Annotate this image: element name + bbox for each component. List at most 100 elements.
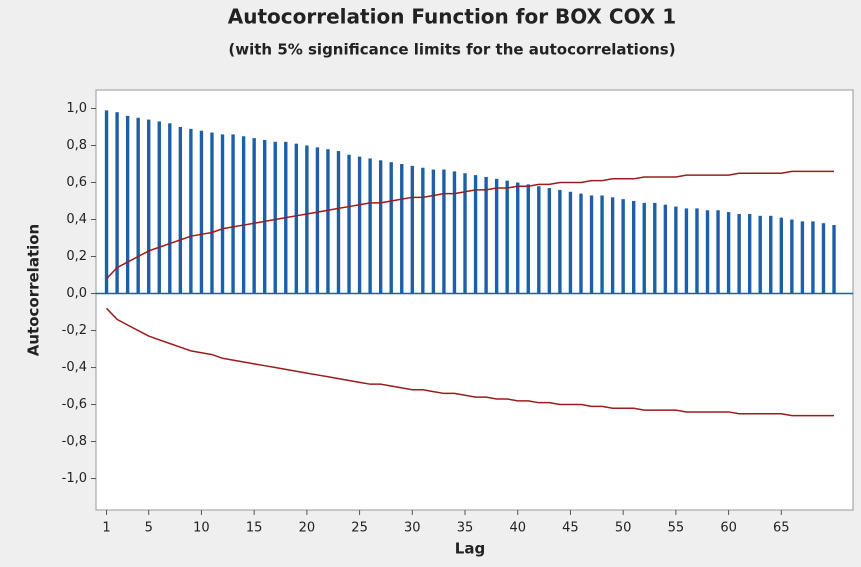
bar (632, 201, 636, 294)
bar (199, 130, 204, 294)
x-tick-label: 55 (668, 521, 685, 536)
bar (505, 180, 509, 294)
bar (378, 160, 383, 294)
bar (157, 121, 161, 294)
bar (178, 127, 183, 294)
bar (526, 184, 530, 294)
bar (136, 117, 140, 294)
bar (241, 136, 246, 294)
x-tick-label: 20 (299, 521, 316, 536)
bar (484, 176, 488, 294)
y-tick-label: 0,8 (66, 138, 87, 153)
y-tick-label: -0,8 (62, 434, 87, 449)
bar (568, 191, 573, 294)
bar (684, 208, 689, 294)
x-tick-label: 35 (457, 521, 474, 536)
bar (368, 158, 372, 294)
x-axis-label: Lag (455, 540, 485, 558)
plot-area (95, 89, 854, 511)
bar (347, 154, 351, 294)
x-tick-label: 30 (404, 521, 421, 536)
bar (473, 175, 478, 294)
y-tick-label: -0,4 (62, 360, 87, 375)
bar (104, 110, 109, 294)
y-tick-label: -0,6 (62, 397, 87, 412)
bar (421, 167, 425, 294)
bar (273, 141, 277, 294)
bar (642, 202, 646, 294)
bar (168, 123, 172, 294)
bar (537, 186, 541, 294)
y-tick-label: 1,0 (66, 101, 87, 116)
bar (189, 128, 193, 294)
significance-limit (105, 307, 835, 417)
bar (463, 173, 467, 294)
bar (832, 225, 836, 294)
significance-limit (105, 170, 835, 280)
bar (610, 197, 615, 294)
bar (695, 208, 699, 294)
bar (305, 145, 309, 294)
chart-title: Autocorrelation Function for BOX COX 1 (228, 5, 676, 29)
x-tick-label: 10 (193, 521, 210, 536)
x-tick-label: 25 (351, 521, 368, 536)
y-tick-label: 0,4 (66, 212, 87, 227)
y-axis-label: Autocorrelation (25, 224, 43, 357)
bar (779, 217, 784, 294)
x-tick-label: 15 (246, 521, 263, 536)
x-tick-label: 1 (102, 521, 110, 536)
bar (389, 162, 393, 294)
bar (357, 156, 362, 294)
bar (811, 221, 815, 294)
bar (705, 210, 710, 294)
y-tick-label: 0,0 (66, 286, 87, 301)
bar (716, 210, 720, 294)
bar (315, 147, 320, 294)
y-tick-label: -0,2 (62, 323, 87, 338)
bar (210, 132, 214, 294)
bar (790, 219, 794, 294)
bar (115, 112, 119, 294)
y-tick-label: 0,6 (66, 175, 87, 190)
x-tick-label: 45 (562, 521, 579, 536)
bar (262, 139, 267, 294)
bar (125, 115, 130, 294)
x-tick-label: 40 (509, 521, 526, 536)
bar (252, 138, 256, 294)
bar (147, 119, 151, 294)
bar (758, 215, 762, 294)
bar (747, 213, 752, 294)
bar (726, 212, 731, 294)
bar (442, 169, 446, 294)
bar (220, 134, 225, 294)
bar (294, 143, 299, 294)
bar (336, 151, 341, 294)
bar (494, 178, 499, 294)
bar (400, 164, 404, 294)
bar (821, 223, 826, 294)
bar (452, 171, 457, 294)
bar (231, 134, 235, 294)
bar (663, 204, 668, 294)
bar (800, 221, 805, 294)
bar (431, 169, 436, 294)
bar (674, 206, 678, 294)
bar (737, 213, 741, 294)
y-tick-label: -1,0 (62, 471, 87, 486)
bar (653, 202, 657, 294)
bar (769, 215, 773, 294)
bar (326, 149, 330, 294)
chart-subtitle: (with 5% significance limits for the aut… (228, 41, 675, 59)
x-tick-label: 60 (720, 521, 737, 536)
bar (589, 195, 594, 294)
bar (547, 188, 552, 294)
x-tick-label: 50 (615, 521, 632, 536)
y-tick-label: 0,2 (66, 249, 87, 264)
bar (410, 165, 414, 294)
bar (516, 182, 520, 294)
bar (600, 195, 604, 294)
x-tick-label: 5 (145, 521, 153, 536)
bar (558, 189, 562, 294)
